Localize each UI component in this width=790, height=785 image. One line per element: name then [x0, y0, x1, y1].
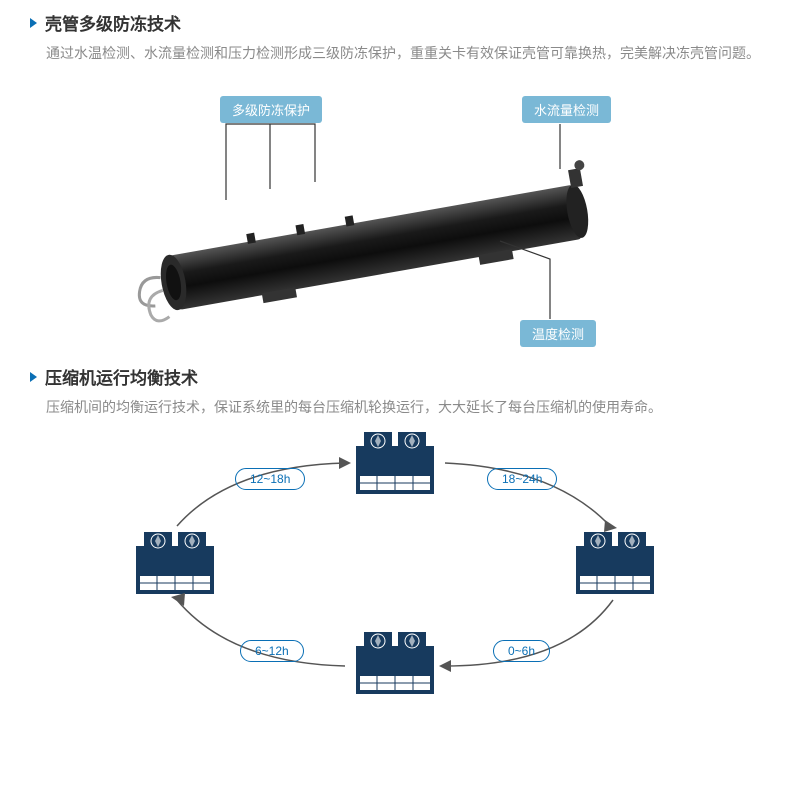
heading-1: 壳管多级防冻技术	[30, 10, 760, 35]
label-temp: 温度检测	[520, 320, 596, 347]
badge-6-12: 6~12h	[240, 640, 304, 662]
label-antifreeze: 多级防冻保护	[220, 96, 322, 123]
desc-1: 通过水温检测、水流量检测和压力检测形成三级防冻保护，重重关卡有效保证壳管可靠换热…	[46, 41, 760, 66]
section-balance: 压缩机运行均衡技术 压缩机间的均衡运行技术，保证系统里的每台压缩机轮换运行，大大…	[0, 354, 790, 708]
badge-18-24: 18~24h	[487, 468, 557, 490]
title-1: 壳管多级防冻技术	[45, 10, 181, 35]
section-antifreeze: 壳管多级防冻技术 通过水温检测、水流量检测和压力检测形成三级防冻保护，重重关卡有…	[0, 0, 790, 354]
unit-top	[350, 428, 440, 498]
label-flow: 水流量检测	[522, 96, 611, 123]
unit-left	[130, 528, 220, 598]
badge-0-6: 0~6h	[493, 640, 550, 662]
badge-12-18: 12~18h	[235, 468, 305, 490]
tube-svg	[30, 74, 760, 354]
unit-bottom	[350, 628, 440, 698]
unit-right	[570, 528, 660, 598]
tube-diagram: 多级防冻保护 水流量检测 温度检测	[30, 74, 760, 354]
desc-2: 压缩机间的均衡运行技术，保证系统里的每台压缩机轮换运行，大大延长了每台压缩机的使…	[46, 395, 760, 420]
title-2: 压缩机运行均衡技术	[45, 364, 198, 389]
bullet-icon	[30, 372, 37, 382]
heading-2: 压缩机运行均衡技术	[30, 364, 760, 389]
bullet-icon	[30, 18, 37, 28]
cycle-diagram: 12~18h 18~24h 0~6h 6~12h	[115, 428, 675, 708]
